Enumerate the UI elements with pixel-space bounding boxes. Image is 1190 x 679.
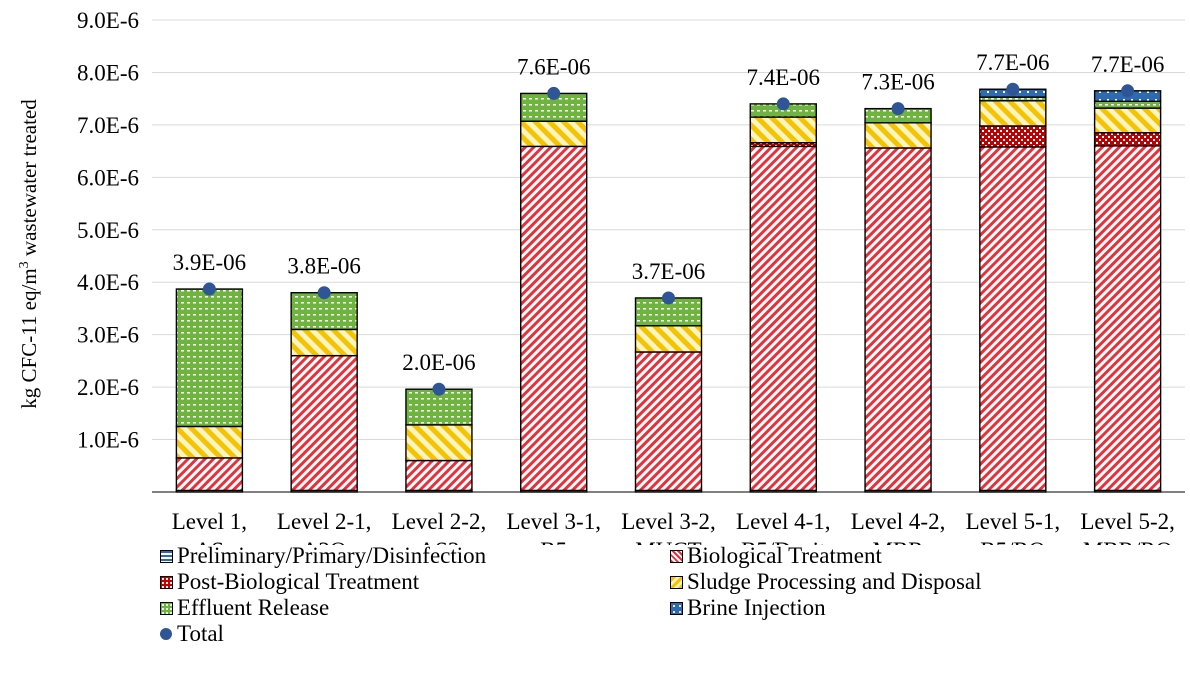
legend-label: Total xyxy=(177,621,224,646)
total-marker xyxy=(662,291,675,305)
x-category-label: Level 5-2, xyxy=(1080,509,1175,534)
bar-segment xyxy=(1093,100,1162,109)
y-tick-label: 6.0E-6 xyxy=(77,165,139,190)
y-axis-tick-labels: 1.0E-6 2.0E-6 3.0E-6 4.0E-6 5.0E-6 6.0E-6 7.0E… xyxy=(77,8,139,453)
y-tick-label: 3.0E-6 xyxy=(77,323,139,348)
bar-segment xyxy=(175,457,244,492)
bar-stack xyxy=(520,92,588,493)
legend-item: Brine Injection xyxy=(670,595,826,621)
bar-segment xyxy=(290,328,358,357)
bar-segment xyxy=(1093,145,1162,492)
y-tick-label: 9.0E-6 xyxy=(77,8,139,33)
total-marker xyxy=(1006,82,1020,96)
bar-segment xyxy=(175,288,244,428)
x-category-label: Level 4-2, xyxy=(851,509,946,534)
legend-item: Effluent Release xyxy=(160,595,329,621)
bar-segment xyxy=(520,145,588,492)
total-marker xyxy=(891,102,905,116)
bar-stack xyxy=(1093,90,1162,493)
total-markers: 3.9E-06 3.8E-06 2.0E-06 7.6E-06 3.7E-06 7.4E-… xyxy=(173,50,1164,396)
bar-segment xyxy=(405,424,473,462)
bar-stack xyxy=(290,292,358,493)
total-data-label: 3.9E-06 xyxy=(173,250,246,275)
bars xyxy=(175,88,1162,493)
x-category-label: Level 3-2, xyxy=(621,509,716,534)
total-data-label: 7.6E-06 xyxy=(517,54,590,79)
legend-label: Post-Biological Treatment xyxy=(177,569,420,594)
bar-segment xyxy=(520,120,588,148)
bar-segment xyxy=(979,125,1047,148)
x-category-label: B5 xyxy=(540,538,567,545)
legend-item: Preliminary/Primary/Disinfection xyxy=(160,543,486,569)
total-marker xyxy=(1121,84,1135,98)
legend-swatch xyxy=(160,601,173,615)
x-category-label: B5/RO xyxy=(980,538,1045,545)
bar-stack xyxy=(634,297,703,493)
legend-swatch xyxy=(160,575,173,589)
legend-swatch xyxy=(160,549,173,563)
bar-segment xyxy=(749,145,817,492)
stacked-bar-chart: kg CFC-11 eq/m3 wastewater treated 1.0E-… xyxy=(17,8,1185,563)
x-category-label: Level 1, xyxy=(172,509,247,534)
legend-item: Biological Treatment xyxy=(670,543,882,569)
bar-segment xyxy=(979,146,1047,492)
legend-label: Sludge Processing and Disposal xyxy=(687,569,982,594)
bar-segment xyxy=(290,354,358,492)
legend-swatch xyxy=(670,549,683,563)
total-data-label: 2.0E-06 xyxy=(402,350,475,375)
x-axis-category-labels: Level 1,ASLevel 2-1,A2OLevel 2-2,AS3Leve… xyxy=(172,509,1175,563)
legend-total-marker xyxy=(160,628,172,640)
total-data-label: 7.7E-06 xyxy=(1091,52,1164,77)
total-data-label: 7.4E-06 xyxy=(747,65,820,90)
y-tick-label: 2.0E-6 xyxy=(77,375,139,400)
legend-label: Biological Treatment xyxy=(687,543,882,568)
total-marker xyxy=(432,382,446,396)
x-category-label: Level 5-1, xyxy=(966,509,1061,534)
bar-segment xyxy=(634,351,703,492)
legend-swatch xyxy=(670,601,683,615)
total-marker xyxy=(202,282,216,296)
bar-segment xyxy=(175,425,244,459)
total-data-label: 3.8E-06 xyxy=(287,254,360,279)
bar-segment xyxy=(1093,107,1162,134)
bar-segment xyxy=(864,147,932,492)
legend-label: Brine Injection xyxy=(687,595,826,620)
bar-segment xyxy=(749,116,817,144)
bar-segment xyxy=(1093,132,1162,147)
x-category-label: MBR/RO xyxy=(1083,538,1172,545)
x-category-label: Level 4-1, xyxy=(736,509,831,534)
legend-label: Effluent Release xyxy=(177,595,330,620)
total-data-label: 7.7E-06 xyxy=(976,50,1049,75)
bar-segment xyxy=(405,459,473,492)
y-tick-label: 1.0E-6 xyxy=(77,428,139,453)
y-tick-label: 8.0E-6 xyxy=(77,60,139,85)
legend-swatch xyxy=(670,575,683,589)
total-data-label: 3.7E-06 xyxy=(632,259,705,284)
bar-segment xyxy=(864,122,932,149)
y-tick-label: 5.0E-6 xyxy=(77,218,139,243)
total-marker xyxy=(317,286,331,300)
bar-stack xyxy=(405,388,473,493)
total-data-label: 7.3E-06 xyxy=(861,70,934,95)
y-tick-label: 7.0E-6 xyxy=(77,113,139,138)
bar-stack xyxy=(175,288,244,493)
y-tick-label: 4.0E-6 xyxy=(77,270,139,295)
legend-item: Post-Biological Treatment xyxy=(160,569,419,595)
bar-stack xyxy=(979,88,1047,493)
bar-stack xyxy=(749,103,817,493)
bar-segment xyxy=(979,100,1047,127)
x-category-label: Level 2-2, xyxy=(392,509,487,534)
legend-label: Preliminary/Primary/Disinfection xyxy=(177,543,487,568)
x-category-label: Level 3-1, xyxy=(506,509,601,534)
bar-stack xyxy=(864,107,932,493)
x-category-label: Level 2-1, xyxy=(277,509,372,534)
legend-item-total: Total xyxy=(160,621,224,647)
bar-segment xyxy=(634,325,703,353)
total-marker xyxy=(547,86,561,100)
total-marker xyxy=(776,97,790,111)
legend-item: Sludge Processing and Disposal xyxy=(670,569,982,595)
y-axis-title: kg CFC-11 eq/m3 wastewater treated xyxy=(17,99,41,409)
